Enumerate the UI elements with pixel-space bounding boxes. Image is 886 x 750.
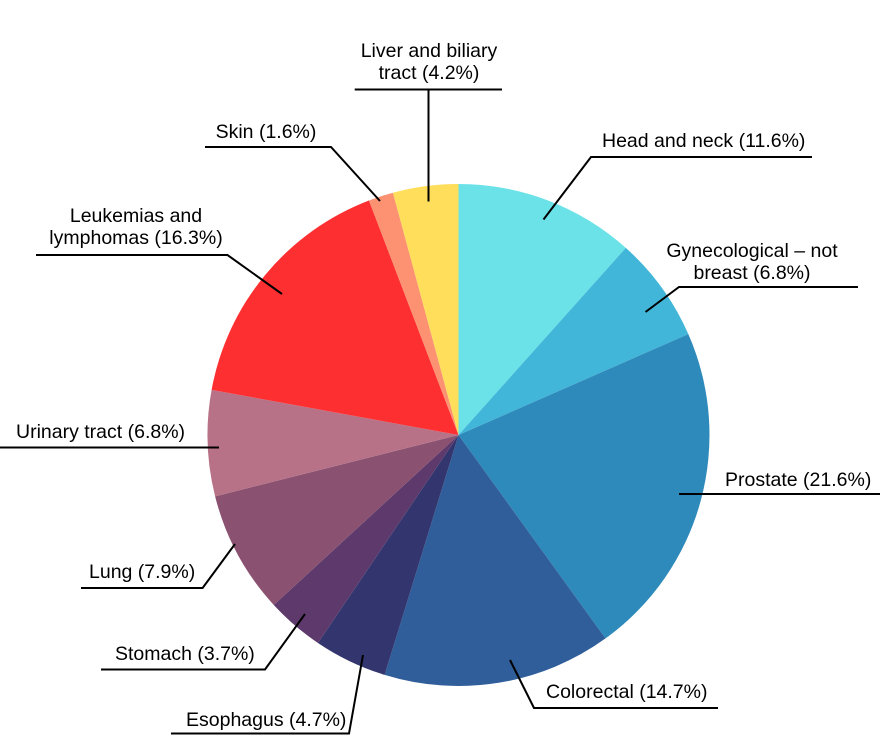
- svg-text:Leukemias and: Leukemias and: [70, 205, 202, 227]
- svg-text:lymphomas (16.3%): lymphomas (16.3%): [49, 227, 222, 249]
- svg-text:Gynecological – not: Gynecological – not: [666, 240, 838, 262]
- svg-text:Lung (7.9%): Lung (7.9%): [89, 561, 195, 583]
- svg-text:breast (6.8%): breast (6.8%): [693, 262, 810, 284]
- svg-text:Skin (1.6%): Skin (1.6%): [216, 121, 317, 143]
- svg-text:Stomach (3.7%): Stomach (3.7%): [115, 643, 255, 665]
- svg-text:Urinary tract (6.8%): Urinary tract (6.8%): [16, 421, 185, 443]
- svg-text:Liver and biliary: Liver and biliary: [361, 40, 498, 62]
- svg-text:Esophagus (4.7%): Esophagus (4.7%): [186, 709, 346, 731]
- svg-text:tract (4.2%): tract (4.2%): [379, 62, 480, 84]
- svg-text:Prostate (21.6%): Prostate (21.6%): [725, 469, 871, 491]
- svg-text:Colorectal (14.7%): Colorectal (14.7%): [546, 681, 707, 703]
- svg-text:Head and neck (11.6%): Head and neck (11.6%): [602, 130, 805, 152]
